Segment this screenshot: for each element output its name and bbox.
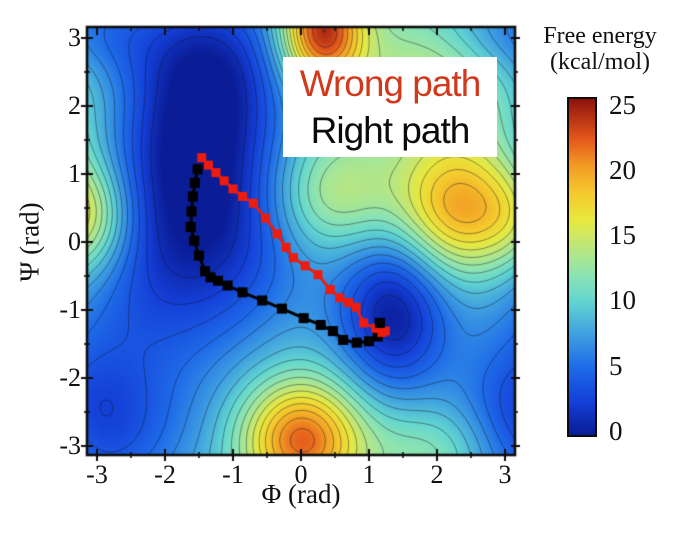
x-tick-label: 0: [294, 460, 308, 489]
x-tick-label: -3: [86, 460, 108, 489]
colorbar-tick-label: 15: [609, 220, 636, 251]
y-tick-label: 1: [68, 159, 81, 188]
x-tick-label: 3: [498, 460, 512, 489]
colorbar-title-line2: (kcal/mol): [550, 49, 650, 75]
y-axis-title: Ψ (rad): [14, 202, 45, 282]
x-tick-label: 2: [430, 460, 444, 489]
y-tick-label: 0: [68, 227, 81, 256]
y-tick-label: -3: [59, 431, 81, 460]
colorbar-tick-label: 25: [609, 89, 636, 120]
y-tick-label: 2: [68, 91, 81, 120]
colorbar-gradient: [567, 97, 597, 437]
x-axis-title: Φ (rad): [261, 479, 341, 509]
colorbar-title-line1: Free energy: [543, 23, 657, 49]
colorbar-tick-label: 20: [609, 154, 636, 185]
legend-item-wrong-path: Wrong path: [299, 63, 482, 104]
x-tick-label: -2: [154, 460, 176, 489]
colorbar-tick-label: 10: [609, 285, 636, 316]
x-tick-label: -1: [222, 460, 244, 489]
colorbar-title: Free energy (kcal/mol): [520, 23, 680, 75]
legend-item-right-path: Right path: [310, 110, 471, 151]
y-tick-label: 3: [68, 23, 81, 52]
y-tick-label: -2: [59, 363, 81, 392]
legend-box: Wrong path Right path: [283, 57, 497, 157]
x-tick-label: 1: [362, 460, 376, 489]
colorbar-tick-label: 0: [609, 416, 623, 446]
colorbar-tick-label: 5: [609, 350, 623, 381]
y-tick-label: -1: [59, 295, 81, 324]
